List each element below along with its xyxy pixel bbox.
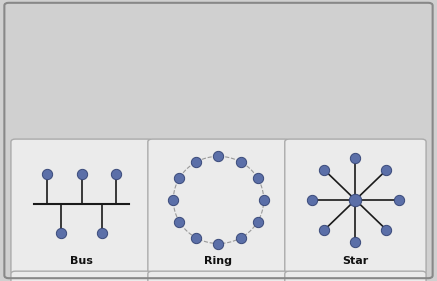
- Point: [215, 154, 222, 158]
- Point: [352, 155, 359, 160]
- Point: [78, 171, 85, 176]
- Point: [192, 235, 199, 240]
- Point: [238, 235, 245, 240]
- Point: [308, 198, 315, 202]
- Point: [176, 176, 183, 180]
- Text: Star: Star: [342, 256, 368, 266]
- Point: [44, 171, 51, 176]
- Point: [383, 228, 390, 232]
- Point: [58, 231, 65, 235]
- Point: [254, 176, 261, 180]
- Point: [260, 198, 267, 202]
- Point: [215, 241, 222, 246]
- Point: [321, 228, 328, 232]
- Point: [176, 219, 183, 224]
- Text: Bus: Bus: [70, 256, 93, 266]
- Point: [352, 198, 359, 202]
- Point: [170, 198, 177, 202]
- Point: [99, 231, 106, 235]
- Point: [383, 168, 390, 172]
- Point: [396, 198, 403, 202]
- Text: Ring: Ring: [205, 256, 232, 266]
- Point: [254, 219, 261, 224]
- Point: [352, 240, 359, 244]
- Point: [321, 168, 328, 172]
- Point: [238, 160, 245, 164]
- Point: [112, 171, 119, 176]
- Point: [192, 160, 199, 164]
